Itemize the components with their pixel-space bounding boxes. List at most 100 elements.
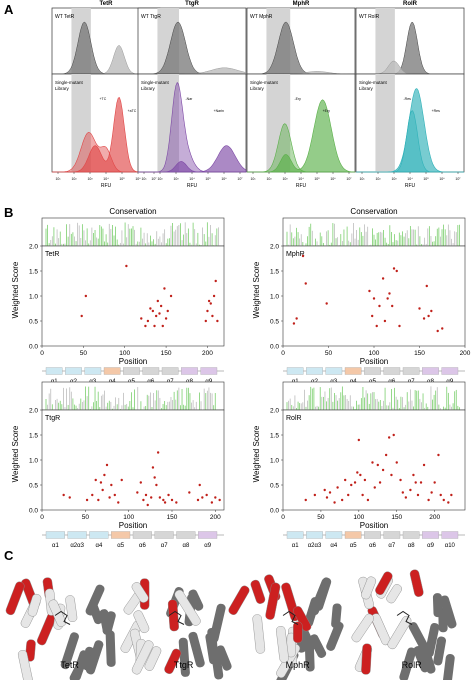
data-point (381, 277, 385, 280)
data-point (140, 317, 143, 320)
x-tick-label: 10³ (173, 177, 179, 181)
hotspot-helix (292, 606, 312, 632)
data-point (97, 498, 100, 502)
library-label: Library (359, 86, 374, 91)
chart-title: Conservation (109, 207, 156, 216)
scatter-frame (282, 409, 466, 511)
x-tick-label: 10¹ (359, 177, 365, 181)
data-point (384, 453, 388, 457)
x-tick-label: 50 (82, 514, 90, 521)
x-axis-label: RFU (187, 183, 198, 189)
condition-label: +aTC (128, 109, 137, 113)
helix-block (89, 531, 109, 539)
data-point (361, 493, 364, 497)
x-tick-label: 10⁶ (330, 177, 336, 181)
hotspot-helix (409, 569, 424, 597)
dimer-helix (441, 653, 455, 680)
data-point (392, 267, 396, 270)
data-point (409, 488, 412, 492)
x-tick-label: 50 (80, 350, 88, 357)
data-point (366, 498, 370, 502)
x-axis-label: RFU (405, 183, 416, 189)
helix-block (286, 367, 304, 375)
data-point (404, 496, 408, 499)
data-point (201, 496, 204, 499)
condition-label: -Nar (186, 97, 194, 101)
data-point (85, 498, 89, 502)
data-point (214, 279, 217, 283)
x-tick-label: 0 (40, 350, 44, 357)
monomer-helix (387, 615, 412, 650)
data-point (84, 294, 88, 298)
data-point (62, 493, 65, 497)
helix-label: α2α3 (308, 543, 322, 549)
condition-label: +Narin (214, 109, 224, 113)
x-tick-label: 10⁴ (103, 177, 109, 181)
hotspot-helix (265, 582, 281, 620)
helix-block (200, 367, 218, 375)
data-point (155, 483, 158, 487)
data-point (347, 493, 350, 497)
y-tick-label: 0.0 (270, 344, 279, 351)
dimer-helix (205, 632, 219, 665)
ligand (282, 610, 299, 625)
data-point (68, 496, 71, 499)
data-point (378, 304, 381, 308)
helix-label: α6 (139, 543, 146, 549)
x-tick-label: 10¹ (55, 177, 61, 181)
panel-c-structures: TetR TtgR MphR RolR (5, 569, 457, 680)
x-tick-label: 200 (460, 350, 471, 357)
data-point (144, 324, 147, 328)
data-point (159, 304, 163, 308)
helix-block (286, 531, 304, 539)
x-tick-label: 10² (71, 177, 77, 181)
data-point (101, 488, 104, 492)
data-point (416, 493, 420, 497)
hotspot-helix (250, 579, 266, 604)
x-tick-label: 150 (391, 514, 402, 521)
data-point (216, 319, 219, 323)
dimer-helix (304, 643, 315, 672)
y-tick-label: 0.5 (29, 319, 38, 326)
data-point (113, 493, 117, 497)
data-point (433, 481, 436, 484)
wt-histogram-frame (246, 7, 356, 75)
dimer-helix (188, 631, 205, 668)
monomer-helix (174, 589, 201, 626)
hotspot-helix (25, 639, 36, 662)
data-point (103, 473, 106, 477)
helix-label: α7 (161, 543, 168, 549)
data-point (146, 319, 150, 323)
helix-block (142, 367, 160, 375)
data-point (340, 498, 344, 502)
dimer-helix (432, 593, 443, 618)
helix-block (344, 531, 362, 539)
y-tick-label: 0.0 (270, 508, 279, 515)
panel-label-b: B (4, 205, 13, 220)
monomer-helix (361, 576, 377, 600)
helix-block (325, 367, 343, 375)
x-axis-label: Position (119, 521, 147, 530)
data-point (336, 486, 339, 489)
data-point (164, 317, 168, 320)
x-tick-label: 100 (119, 350, 130, 357)
monomer-helix (276, 626, 289, 663)
monomer-helix (131, 582, 149, 603)
y-axis-label: Weighted Score (11, 425, 20, 482)
monomer-helix (252, 614, 266, 654)
wt-label: WT TtgR (141, 14, 161, 20)
data-point (386, 297, 389, 300)
data-point (209, 302, 212, 305)
helix-block (325, 531, 343, 539)
data-point (328, 491, 332, 494)
data-point (99, 481, 103, 484)
dimer-helix (420, 644, 436, 674)
data-point (205, 493, 208, 497)
helix-block (45, 367, 63, 375)
data-point (196, 498, 200, 502)
library-peak-induced (356, 88, 464, 173)
data-point (430, 309, 433, 313)
data-point (154, 314, 158, 318)
data-point (204, 319, 207, 323)
